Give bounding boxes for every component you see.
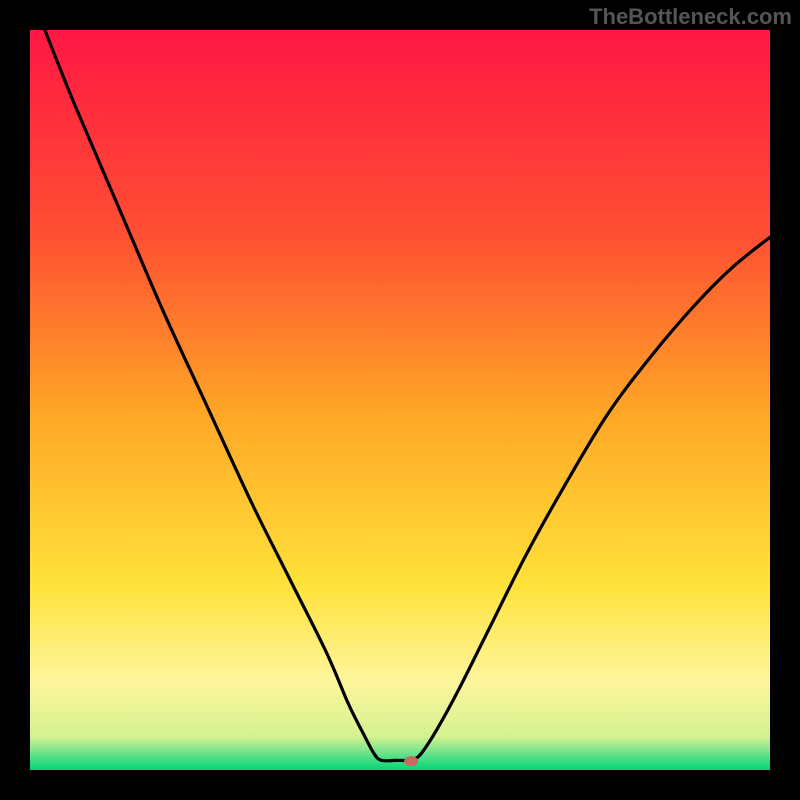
plot-background [30, 30, 770, 770]
watermark-text: TheBottleneck.com [589, 4, 792, 30]
chart-frame: TheBottleneck.com [0, 0, 800, 800]
optimal-marker [404, 756, 418, 766]
bottleneck-chart [0, 0, 800, 800]
